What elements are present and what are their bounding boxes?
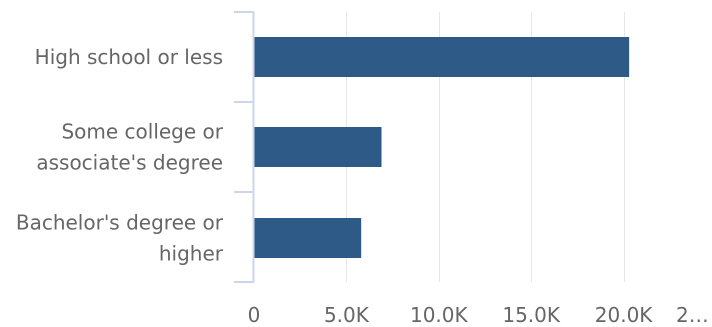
x-tick-label: 10.0K [410,303,469,327]
bar [254,127,382,167]
bar [254,37,630,77]
x-tick-label: 0 [248,303,261,327]
category-label: higher [159,242,224,266]
x-tick-label: 5.0K [324,303,370,327]
category-label: associate's degree [36,151,223,175]
bar [254,218,362,258]
category-label: Bachelor's degree or [16,211,224,235]
x-tick-label: 15.0K [502,303,561,327]
category-label: Some college or [61,120,223,144]
category-label: High school or less [35,45,223,69]
x-tick-label: 20.0K [595,303,654,327]
x-tick-label: 2… [676,303,709,327]
